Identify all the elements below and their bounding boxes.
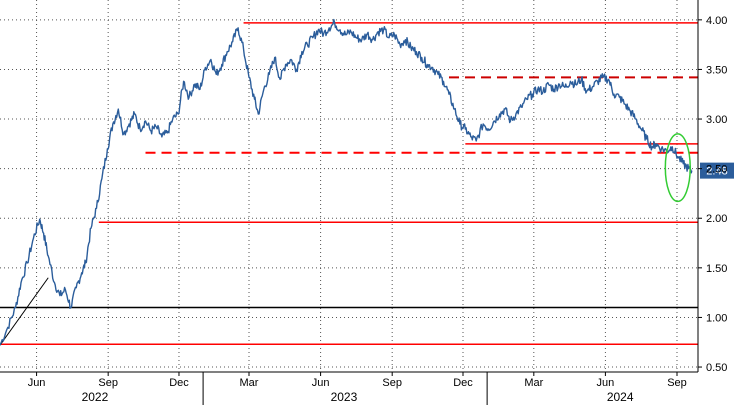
series-line [0, 18, 693, 346]
y-tick-label: 3.00 [706, 114, 727, 126]
y-tick-label: 2.50 [706, 164, 727, 176]
y-tick-label: 4.00 [706, 15, 727, 27]
y-tick-label: 1.50 [706, 263, 727, 275]
y-tick-label: 2.00 [706, 213, 727, 225]
x-tick-label: Mar [240, 377, 259, 389]
x-tick-label: Dec [169, 377, 189, 389]
highlight-ellipse [664, 133, 691, 203]
x-tick-label: Jun [312, 377, 330, 389]
x-tick-label: Sep [667, 377, 687, 389]
last-value-label: 2.48 [706, 166, 727, 178]
trend-line [0, 277, 49, 346]
x-tick-label: Dec [453, 377, 473, 389]
reference-lines [0, 22, 698, 346]
grid [0, 0, 698, 372]
year-label: 2022 [82, 390, 109, 404]
x-tick-label: Mar [524, 377, 543, 389]
y-tick-label: 1.00 [706, 312, 727, 324]
last-value-badge [700, 162, 734, 179]
annotations: 2.48 [664, 133, 734, 203]
y-tick-label: 3.50 [706, 64, 727, 76]
y-tick-label: 0.50 [706, 362, 727, 374]
x-tick-label: Sep [98, 377, 118, 389]
x-tick-label: Jun [597, 377, 615, 389]
year-label: 2023 [331, 390, 358, 404]
series [0, 18, 693, 346]
year-label: 2024 [607, 390, 634, 404]
x-tick-label: Sep [382, 377, 402, 389]
x-tick-label: Jun [28, 377, 46, 389]
